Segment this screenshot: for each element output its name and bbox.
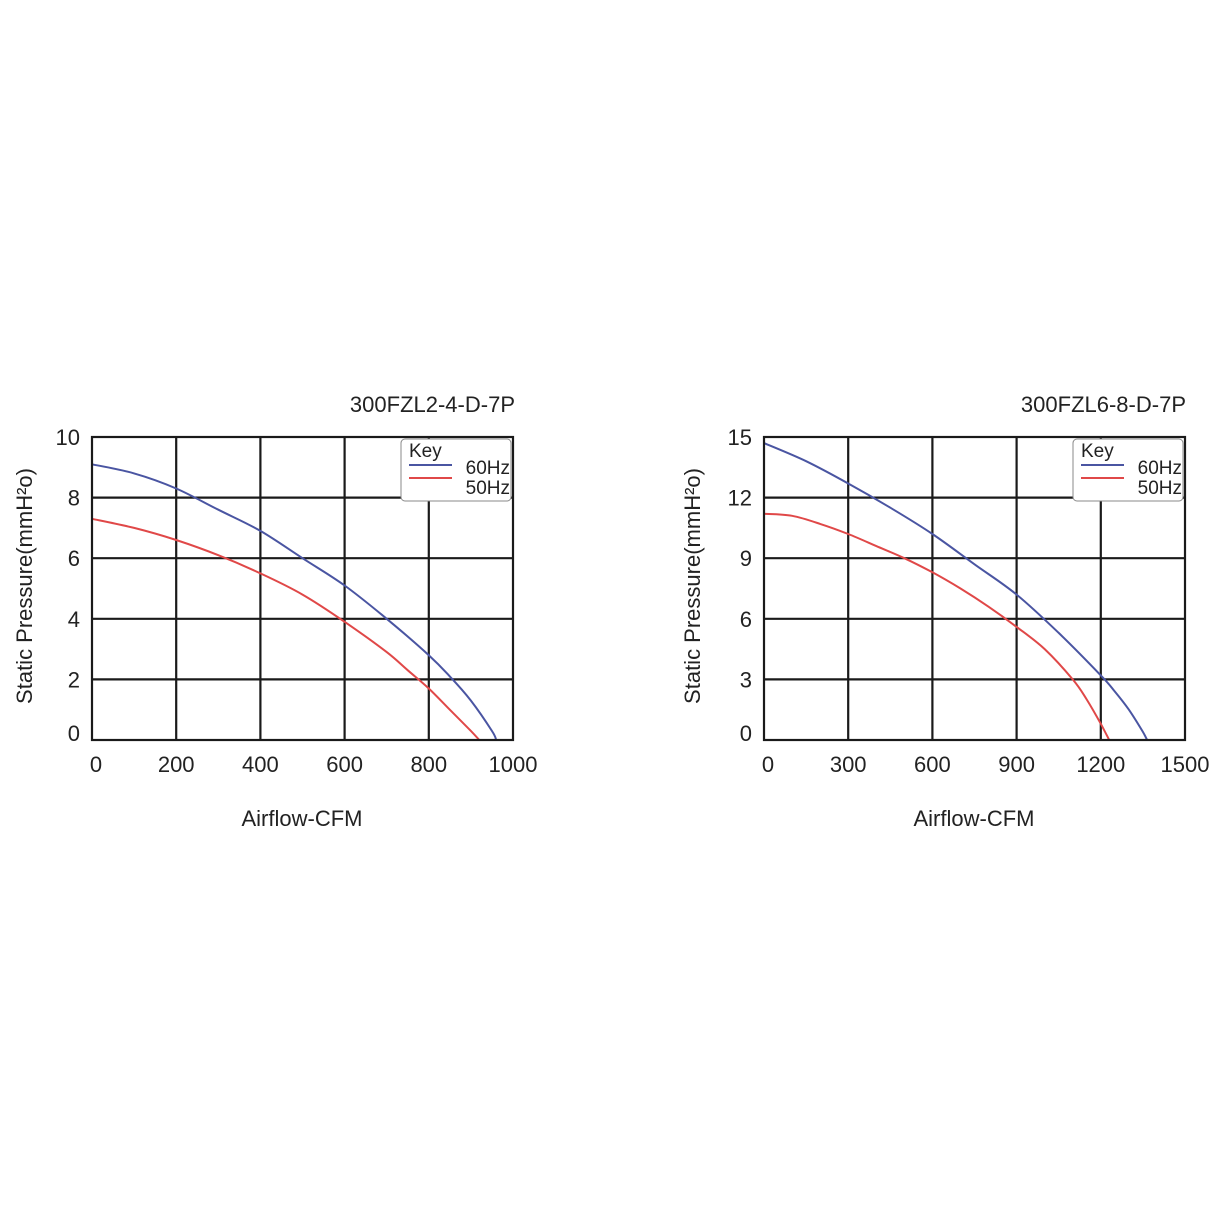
series-line-60hz xyxy=(91,463,498,741)
x-tick-labels: 0 200 400 600 800 1000 xyxy=(90,752,538,777)
legend: Key 60Hz 50Hz xyxy=(400,438,512,502)
x-tick-label: 900 xyxy=(998,752,1035,777)
series-layer xyxy=(91,463,498,741)
legend-label-50hz: 50Hz xyxy=(1138,478,1182,499)
legend-label-60hz: 60Hz xyxy=(466,458,510,479)
chart-title: 300FZL6-8-D-7P xyxy=(1021,392,1186,417)
y-tick-label: 0 xyxy=(68,721,80,746)
y-tick-label: 6 xyxy=(68,546,80,571)
x-tick-label: 0 xyxy=(90,752,102,777)
x-tick-label: 800 xyxy=(410,752,447,777)
series-line-50hz xyxy=(763,512,1111,741)
y-tick-label: 3 xyxy=(740,667,752,692)
y-tick-label: 15 xyxy=(728,425,752,450)
x-tick-label: 600 xyxy=(326,752,363,777)
legend-title: Key xyxy=(409,441,442,462)
y-tick-label: 0 xyxy=(740,721,752,746)
y-tick-label: 10 xyxy=(56,425,80,450)
x-tick-label: 600 xyxy=(914,752,951,777)
chart-right: 300FZL6-8-D-7P 0 3 6 9 12 15 0 300 600 900 1200 15… xyxy=(680,392,1209,831)
y-tick-label: 4 xyxy=(68,607,80,632)
x-tick-labels: 0 300 600 900 1200 1500 xyxy=(762,752,1210,777)
legend-box xyxy=(1072,438,1184,502)
plot-frame xyxy=(90,435,515,742)
legend-label-60hz: 60Hz xyxy=(1138,458,1182,479)
y-tick-labels: 0 2 4 6 8 10 xyxy=(56,425,80,746)
legend-label-50hz: 50Hz xyxy=(466,478,510,499)
y-tick-label: 2 xyxy=(68,667,80,692)
x-tick-label: 200 xyxy=(158,752,195,777)
series-line-60hz xyxy=(763,442,1148,741)
x-axis-label: Airflow-CFM xyxy=(242,806,363,831)
chart-left: 300FZL2-4-D-7P 0 2 4 6 8 10 0 200 400 600 800 1000… xyxy=(12,392,537,831)
y-tick-label: 9 xyxy=(740,546,752,571)
y-tick-label: 8 xyxy=(68,486,80,511)
chart-title: 300FZL2-4-D-7P xyxy=(350,392,515,417)
plot-frame xyxy=(762,435,1187,742)
y-axis-label: Static Pressure(mmH²o) xyxy=(680,468,705,704)
legend: Key 60Hz 50Hz xyxy=(1072,438,1184,502)
series-layer xyxy=(763,442,1148,741)
y-axis-label: Static Pressure(mmH²o) xyxy=(12,468,37,704)
y-tick-labels: 0 3 6 9 12 15 xyxy=(728,425,752,746)
x-axis-label: Airflow-CFM xyxy=(914,806,1035,831)
x-tick-label: 300 xyxy=(830,752,867,777)
legend-title: Key xyxy=(1081,441,1114,462)
x-tick-label: 400 xyxy=(242,752,279,777)
series-line-50hz xyxy=(91,517,481,741)
y-tick-label: 12 xyxy=(728,486,752,511)
x-tick-label: 1000 xyxy=(489,752,538,777)
y-tick-label: 6 xyxy=(740,607,752,632)
x-tick-label: 1200 xyxy=(1076,752,1125,777)
x-tick-label: 1500 xyxy=(1161,752,1210,777)
legend-box xyxy=(400,438,512,502)
x-tick-label: 0 xyxy=(762,752,774,777)
